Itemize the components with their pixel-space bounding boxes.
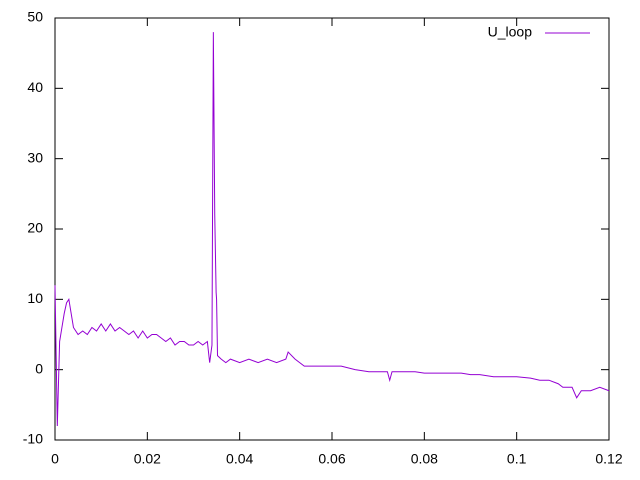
x-tick-label: 0.12 [595, 451, 622, 467]
y-tick-label: 40 [27, 79, 43, 95]
x-tick-label: 0.08 [411, 451, 438, 467]
data-line [54, 32, 610, 426]
plot-border [54, 17, 610, 441]
y-tick-label: 0 [35, 360, 43, 376]
y-tick-label: 10 [27, 290, 43, 306]
x-tick-label: 0.06 [318, 451, 345, 467]
y-tick-label: 20 [27, 220, 43, 236]
y-tick-label: 50 [27, 9, 43, 25]
x-tick-label: 0 [51, 451, 59, 467]
x-tick-label: 0.04 [226, 451, 253, 467]
legend-label: U_loop [488, 24, 533, 40]
x-tick-label: 0.1 [507, 451, 527, 467]
x-tick-label: 0.02 [134, 451, 161, 467]
y-tick-label: -10 [23, 431, 43, 447]
y-tick-label: 30 [27, 149, 43, 165]
